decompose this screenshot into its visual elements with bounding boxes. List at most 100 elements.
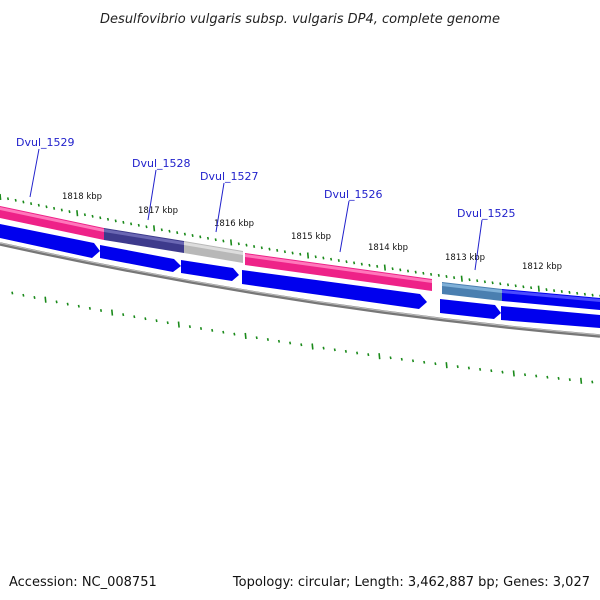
ruler-minor-tick [546,375,549,379]
tick-label-1817: 1817 kbp [138,206,178,216]
gene-next-highlight [502,290,600,302]
ruler-minor-tick [289,341,292,345]
ruler-major-tick [111,309,114,316]
gene-label-dvul-1526[interactable]: Dvul_1526 [324,188,383,201]
ruler-minor-tick [211,328,214,332]
inner-tick-track [11,291,594,384]
gene-dvul-1528-highlight [104,229,184,245]
genome-backbone-shade [0,242,600,336]
gene-label-dvul-1529[interactable]: Dvul_1529 [16,136,75,149]
cds-arrow[interactable] [242,270,427,309]
tick-label-1818: 1818 kbp [62,192,102,202]
ruler-minor-tick [411,359,415,363]
ruler-minor-tick [423,360,426,364]
ruler-minor-tick [345,260,348,264]
gene-label-dvul-1528[interactable]: Dvul_1528 [132,157,191,170]
ruler-minor-tick [168,229,171,233]
ruler-minor-tick [68,210,71,214]
ruler-minor-tick [479,367,482,371]
ruler-minor-tick [191,234,194,237]
ruler-minor-tick [368,263,371,267]
ruler-minor-tick [414,270,417,274]
ruler-minor-tick [557,376,560,380]
outer-tick-track [0,193,600,298]
ruler-minor-tick [430,272,433,276]
callout-line-dvul-1527 [215,182,225,233]
ruler-major-tick [580,377,583,384]
ruler-major-tick [311,343,314,350]
ruler-minor-tick [283,250,286,254]
ruler-minor-tick [389,356,392,360]
ruler-minor-tick [166,321,169,325]
ruler-minor-tick [291,251,294,255]
ruler-minor-tick [106,217,110,221]
ruler-minor-tick [530,286,533,290]
ruler-minor-tick [333,348,336,352]
ruler-minor-tick [60,208,63,212]
gene-label-dvul-1527[interactable]: Dvul_1527 [200,170,259,183]
ruler-minor-tick [160,228,163,232]
cds-arrow[interactable] [501,306,600,328]
ruler-minor-tick [568,378,571,382]
ruler-minor-tick [490,369,493,373]
ruler-minor-tick [330,257,333,261]
gene-dvul-1526[interactable] [245,253,432,291]
gene-dvul-1528[interactable] [104,228,184,253]
gene-label-dvul-1525[interactable]: Dvul_1525 [457,207,516,220]
cds-arrow[interactable] [0,224,100,258]
ruler-minor-tick [523,373,527,377]
ruler-major-tick [0,193,2,201]
cds-arrow[interactable] [100,245,181,272]
ruler-minor-tick [130,222,133,226]
ruler-minor-tick [344,349,347,353]
tick-label-1813: 1813 kbp [445,253,485,263]
gene-dvul-1529[interactable] [0,206,104,240]
ruler-major-tick [460,275,463,282]
ruler-minor-tick [145,225,148,229]
ruler-minor-tick [253,245,256,248]
ruler-major-tick [153,225,156,232]
callout-line-dvul-1525 [474,219,483,271]
ruler-minor-tick [176,231,179,235]
ruler-minor-tick [445,275,448,278]
ruler-minor-tick [133,315,136,319]
ruler-major-tick [445,362,448,369]
callout-line-dvul-1529 [29,148,40,198]
ruler-minor-tick [268,247,271,251]
ruler-minor-tick [199,327,203,330]
ruler-minor-tick [53,206,56,210]
ruler-minor-tick [88,306,91,310]
ruler-minor-tick [222,239,225,243]
cds-arrow[interactable] [181,260,239,281]
ruler-major-tick [306,252,310,259]
ruler-major-tick [512,370,515,377]
gene-next[interactable] [502,289,600,310]
ruler-minor-tick [22,293,25,297]
ruler-minor-tick [591,293,594,297]
ruler-minor-tick [468,278,471,282]
ruler-minor-tick [266,338,269,341]
ruler-minor-tick [491,281,494,285]
ruler-minor-tick [99,309,103,312]
ruler-minor-tick [6,197,10,201]
ruler-minor-tick [456,365,459,369]
ruler-major-tick [44,296,47,303]
ruler-minor-tick [30,202,33,206]
ruler-minor-tick [137,223,140,227]
ruler-minor-tick [245,243,248,247]
cds-arrow[interactable] [440,299,501,319]
ruler-minor-tick [83,213,86,217]
gene-dvul-1525[interactable] [442,282,502,301]
ruler-minor-tick [14,198,17,202]
gene-dvul-1525-highlight [442,283,502,293]
tick-label-1812: 1812 kbp [522,262,562,272]
ruler-minor-tick [560,290,563,293]
gene-dvul-1527[interactable] [184,241,243,263]
ruler-minor-tick [391,267,394,271]
ruler-major-tick [378,353,381,360]
ruler-major-tick [244,332,247,339]
ruler-minor-tick [33,296,36,299]
tick-label-1815: 1815 kbp [291,232,331,242]
ruler-minor-tick [233,332,236,336]
